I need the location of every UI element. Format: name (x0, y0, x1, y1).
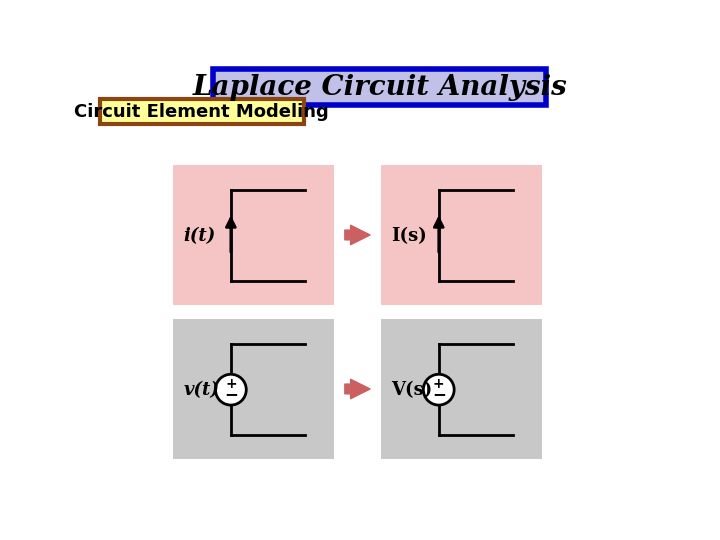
Text: +: + (225, 377, 237, 392)
Text: i(t): i(t) (184, 227, 216, 245)
FancyBboxPatch shape (173, 165, 334, 305)
FancyBboxPatch shape (99, 99, 304, 124)
Circle shape (423, 374, 454, 405)
FancyArrowPatch shape (345, 379, 370, 399)
FancyArrowPatch shape (345, 225, 370, 245)
Text: Laplace Circuit Analysis: Laplace Circuit Analysis (192, 73, 567, 100)
Text: Circuit Element Modeling: Circuit Element Modeling (74, 103, 329, 121)
Text: v(t): v(t) (184, 381, 220, 399)
FancyBboxPatch shape (213, 70, 546, 105)
Text: V(s): V(s) (392, 381, 433, 399)
Text: I(s): I(s) (392, 227, 427, 245)
FancyBboxPatch shape (381, 165, 542, 305)
Circle shape (215, 374, 246, 405)
Text: −: − (224, 386, 238, 403)
FancyBboxPatch shape (173, 319, 334, 459)
Text: +: + (433, 377, 444, 392)
Text: −: − (432, 386, 446, 403)
FancyBboxPatch shape (381, 319, 542, 459)
